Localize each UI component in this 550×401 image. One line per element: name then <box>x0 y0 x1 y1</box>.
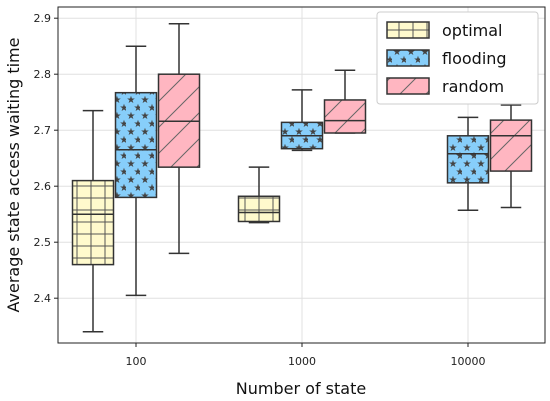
box-flooding-1000 <box>280 89 324 152</box>
y-tick-label: 2.4 <box>34 292 52 305</box>
y-tick-label: 2.9 <box>34 12 52 25</box>
legend-swatch <box>386 21 430 39</box>
box-body <box>323 99 367 134</box>
x-tick-label: 10000 <box>451 355 486 368</box>
box-body <box>489 119 533 172</box>
legend-label: flooding <box>442 49 507 68</box>
legend-label: random <box>442 77 504 96</box>
box-flooding-100 <box>114 45 158 297</box>
box-optimal-100 <box>71 109 115 333</box>
y-tick-label: 2.5 <box>34 236 52 249</box>
x-axis-title: Number of state <box>236 379 366 398</box>
y-tick-label: 2.7 <box>34 124 52 137</box>
box-body <box>114 91 158 199</box>
plot-frame <box>57 6 546 344</box>
y-axis-title: Average state access waiting time <box>4 38 23 313</box>
legend-item-optimal: optimal <box>386 21 503 40</box>
box-random-100 <box>157 23 201 255</box>
box-random-10000 <box>489 104 533 209</box>
boxes <box>71 23 533 333</box>
x-tick-label: 1000 <box>288 355 316 368</box>
legend-label: optimal <box>442 21 503 40</box>
x-tick-label: 100 <box>126 355 147 368</box>
legend: optimal flooding random <box>376 11 539 105</box>
box-optimal-1000 <box>237 166 281 224</box>
box-random-1000 <box>323 69 367 134</box>
y-axis-ticks: 2.4 2.5 2.6 2.7 2.8 2.9 <box>34 12 58 305</box>
legend-swatch <box>386 49 430 67</box>
box-body <box>446 135 490 184</box>
x-axis-ticks: 100 1000 10000 <box>126 343 486 368</box>
box-flooding-10000 <box>446 116 490 212</box>
y-tick-label: 2.8 <box>34 68 52 81</box>
box-body <box>71 179 115 266</box>
y-tick-label: 2.6 <box>34 180 52 193</box>
legend-item-flooding: flooding <box>386 49 507 68</box>
box-body <box>237 195 281 223</box>
legend-swatch <box>386 77 430 95</box>
legend-item-random: random <box>386 77 504 96</box>
